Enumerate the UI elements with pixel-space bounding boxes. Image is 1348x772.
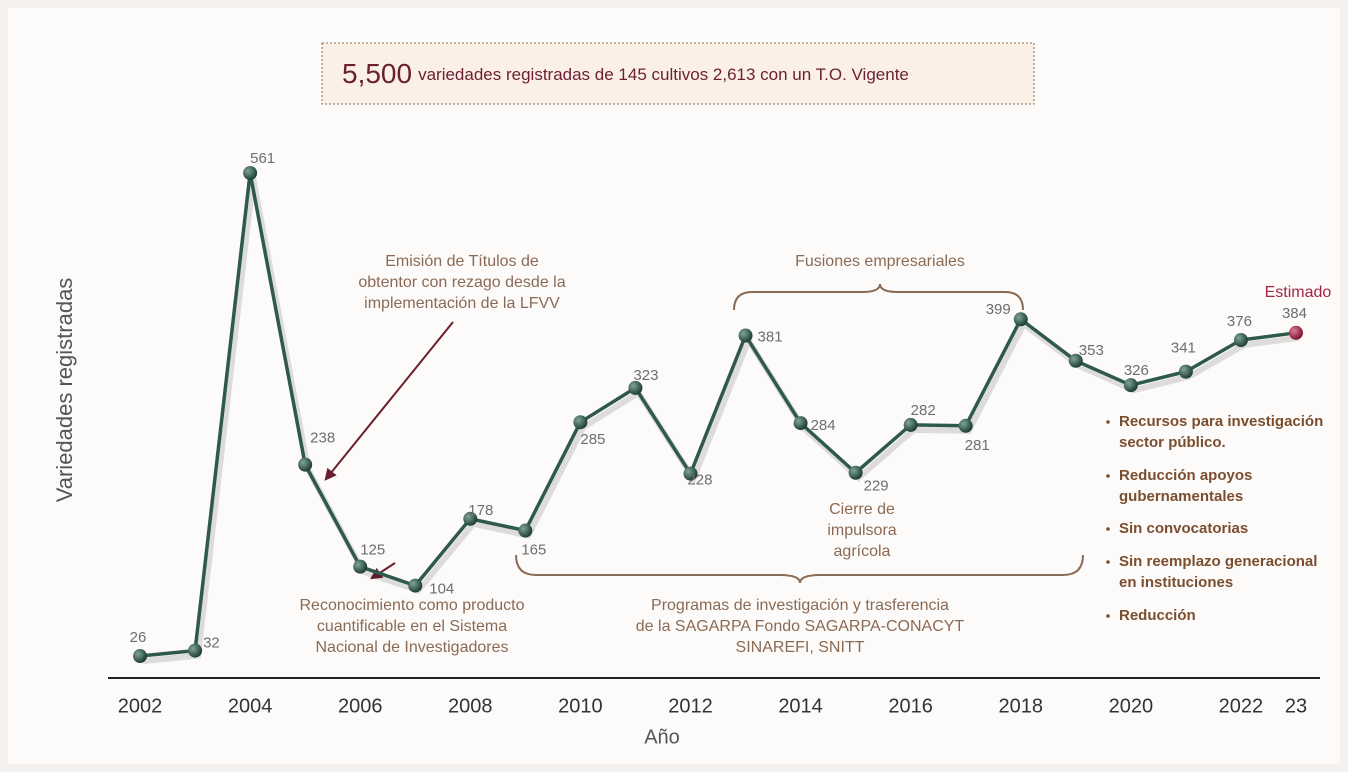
data-label: 353 xyxy=(1079,342,1104,359)
annotation: implementación de la LFVV xyxy=(364,295,560,312)
data-label: 323 xyxy=(633,367,658,384)
x-tick-label: 2018 xyxy=(999,695,1044,717)
point xyxy=(1233,333,1248,348)
bullet-text: Sin reemplazo generacional xyxy=(1119,553,1317,570)
data-label: 229 xyxy=(864,478,889,495)
data-label: 376 xyxy=(1227,313,1252,330)
line xyxy=(139,171,1297,658)
arrow xyxy=(369,562,396,580)
data-label: 26 xyxy=(130,629,147,646)
data-label: 341 xyxy=(1171,340,1196,357)
bracket xyxy=(515,554,1084,584)
annotation: de la SAGARPA Fondo SAGARPA-CONACYT xyxy=(636,618,965,635)
point xyxy=(1123,378,1138,393)
x-tick-label: 2010 xyxy=(558,695,603,717)
annotation: Nacional de Investigadores xyxy=(315,639,508,656)
x-tick-label: 2008 xyxy=(448,695,493,717)
point xyxy=(738,328,753,343)
data-label: 104 xyxy=(429,581,454,598)
header-text: variedades registradas de 145 cultivos 2… xyxy=(418,65,909,84)
point xyxy=(793,416,808,431)
point xyxy=(463,511,478,526)
point xyxy=(1068,353,1083,368)
annotation: Cierre de xyxy=(829,501,895,518)
bullet-text: Sin convocatorias xyxy=(1119,520,1248,537)
bullet-dot xyxy=(1106,474,1110,478)
bullet-dot xyxy=(1106,420,1110,424)
point xyxy=(408,578,423,593)
data-label: 228 xyxy=(687,472,712,489)
point xyxy=(958,418,973,433)
point xyxy=(573,415,588,430)
bullet-dot xyxy=(1106,614,1110,618)
data-label: 384 xyxy=(1282,305,1307,322)
estimate-label: Estimado xyxy=(1265,284,1332,301)
annotation: impulsora xyxy=(827,522,896,539)
x-tick-label: 2022 xyxy=(1219,695,1264,717)
point xyxy=(1013,312,1028,327)
data-label: 165 xyxy=(521,542,546,559)
bullet-text: Reducción xyxy=(1119,607,1196,624)
x-tick-label: 23 xyxy=(1285,695,1307,717)
bullet-text: gubernamentales xyxy=(1119,488,1243,505)
data-label: 381 xyxy=(758,328,783,345)
bullet-text: en instituciones xyxy=(1119,574,1233,591)
annotation: Fusiones empresariales xyxy=(795,253,965,270)
annotation: SINAREFI, SNITT xyxy=(736,639,865,656)
arrow xyxy=(324,321,454,481)
point xyxy=(518,523,533,538)
point xyxy=(628,380,643,395)
annotation: Emisión de Títulos de xyxy=(385,253,539,270)
annotation: cuantificable en el Sistema xyxy=(317,618,507,635)
x-tick-label: 2014 xyxy=(778,695,823,717)
point xyxy=(1178,364,1193,379)
data-label: 326 xyxy=(1124,362,1149,379)
bullet-text: Recursos para investigación xyxy=(1119,413,1323,430)
x-axis-label: Año xyxy=(644,726,680,748)
data-label: 285 xyxy=(580,431,605,448)
point xyxy=(353,559,368,574)
y-axis-label: Variedades registradas xyxy=(52,278,77,503)
x-tick-label: 2002 xyxy=(118,695,163,717)
header: 5,500 variedades registradas de 145 culti… xyxy=(342,58,909,89)
point xyxy=(848,465,863,480)
point xyxy=(298,457,313,472)
data-label: 282 xyxy=(911,402,936,419)
bullet-text: sector público. xyxy=(1119,434,1226,451)
point xyxy=(903,417,918,432)
annotation: obtentor con rezago desde la xyxy=(358,274,565,291)
bullet-dot xyxy=(1106,560,1110,564)
data-label: 281 xyxy=(965,437,990,454)
annotation: Reconocimiento como producto xyxy=(299,597,524,614)
data-label: 178 xyxy=(468,502,493,519)
point xyxy=(1288,325,1303,340)
bracket xyxy=(733,283,1024,311)
annotation: agrícola xyxy=(834,543,891,560)
x-tick-label: 2012 xyxy=(668,695,713,717)
point xyxy=(243,166,258,181)
annotation: Programas de investigación y trasferenci… xyxy=(651,597,949,614)
header-highlight: 5,500 xyxy=(342,58,412,89)
header-box xyxy=(321,42,1035,105)
point xyxy=(188,643,203,658)
panel xyxy=(8,8,1340,764)
point xyxy=(133,649,148,664)
bullet-dot xyxy=(1106,527,1110,531)
x-tick-label: 2006 xyxy=(338,695,383,717)
data-label: 561 xyxy=(250,150,275,167)
data-label: 125 xyxy=(360,542,385,559)
data-label: 238 xyxy=(310,430,335,447)
data-label: 32 xyxy=(203,635,220,652)
data-label: 399 xyxy=(986,301,1011,318)
x-tick-label: 2016 xyxy=(888,695,933,717)
x-tick-label: 2004 xyxy=(228,695,273,717)
x-tick-label: 2020 xyxy=(1109,695,1154,717)
point xyxy=(683,466,698,481)
bullet-text: Reducción apoyos xyxy=(1119,467,1252,484)
data-label: 284 xyxy=(811,417,836,434)
